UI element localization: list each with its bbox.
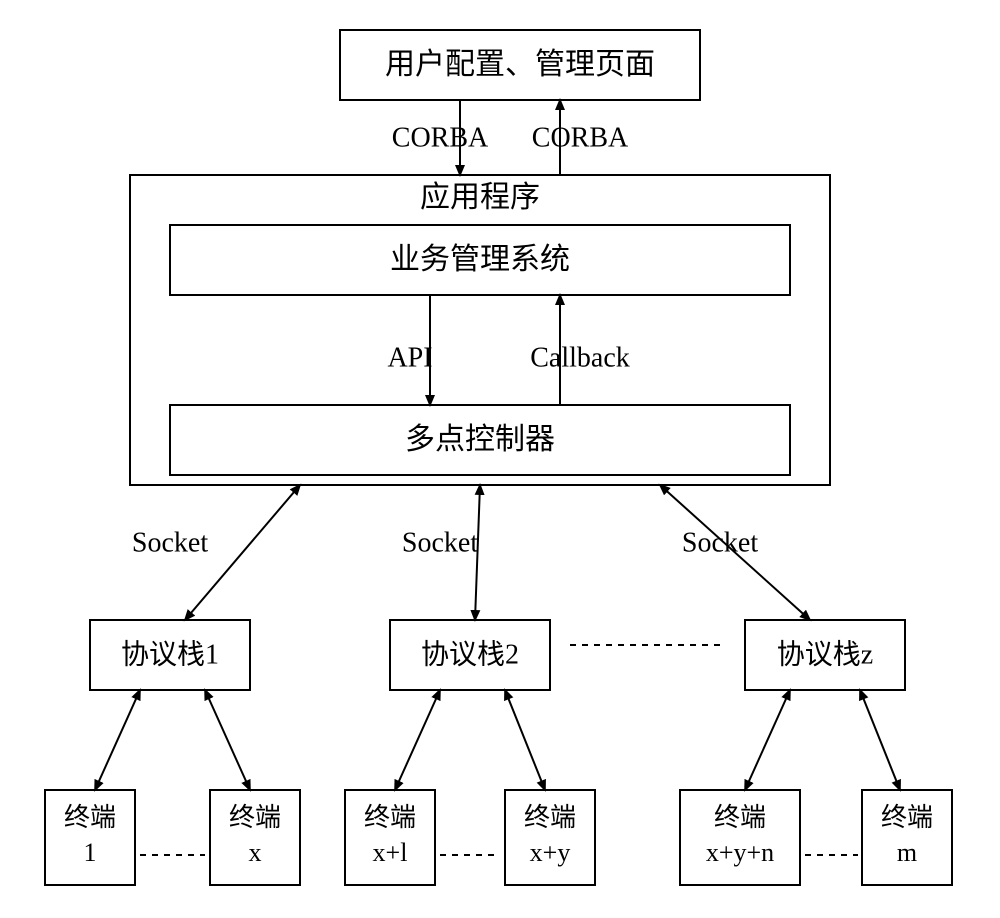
terminal-m-word: 终端 <box>881 803 933 832</box>
terminal-xy-word: 终端 <box>524 803 576 832</box>
protocol-stack-2-label: 协议栈2 <box>421 638 519 670</box>
terminal-x-id: x <box>249 838 262 867</box>
stack1-to-termx-arrow <box>205 690 250 790</box>
protocol-stack-z-label: 协议栈z <box>777 638 873 670</box>
socket-label-3: Socket <box>682 527 758 558</box>
callback-label: Callback <box>530 342 630 373</box>
socket-label-1: Socket <box>132 527 208 558</box>
corba-left-label: CORBA <box>392 122 489 153</box>
terminal-m-id: m <box>897 838 917 867</box>
terminal-xy-id: x+y <box>530 838 571 867</box>
terminal-xyn-word: 终端 <box>714 803 766 832</box>
api-label: API <box>387 342 432 373</box>
terminal-1-word: 终端 <box>64 803 116 832</box>
terminal-1-id: 1 <box>84 838 97 867</box>
business-mgmt-label: 业务管理系统 <box>390 243 570 276</box>
terminal-x1-word: 终端 <box>364 803 416 832</box>
stackz-to-termm-arrow <box>860 690 900 790</box>
socket-label-2: Socket <box>402 527 478 558</box>
multipoint-controller-label: 多点控制器 <box>405 423 555 456</box>
user-config-page-label: 用户配置、管理页面 <box>385 48 655 81</box>
stack2-to-termxy-arrow <box>505 690 545 790</box>
corba-right-label: CORBA <box>532 122 629 153</box>
stack1-to-term1-arrow <box>95 690 140 790</box>
terminal-x1-id: x+l <box>373 838 408 867</box>
application-label: 应用程序 <box>420 181 540 214</box>
terminal-x-word: 终端 <box>229 803 281 832</box>
protocol-stack-1-label: 协议栈1 <box>121 638 219 670</box>
stackz-to-termxyn-arrow <box>745 690 790 790</box>
architecture-diagram: 用户配置、管理页面应用程序业务管理系统多点控制器协议栈1 协议栈2 协议栈z 终端 1 终… <box>0 0 1000 918</box>
terminal-xyn-id: x+y+n <box>706 838 774 867</box>
stack2-to-termx1-arrow <box>395 690 440 790</box>
